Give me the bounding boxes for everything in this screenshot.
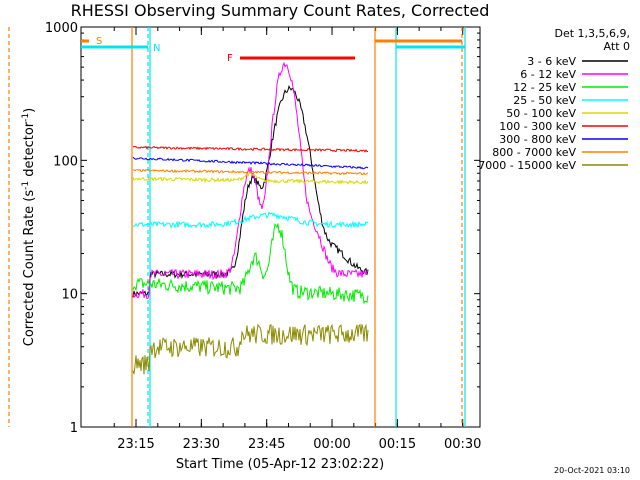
series-line	[132, 323, 369, 375]
legend-entry-label: 300 - 800 keV	[499, 133, 576, 146]
plot-area	[80, 26, 481, 428]
x-tick-label: 23:30	[183, 437, 220, 452]
legend-entry-label: 7000 - 15000 keV	[478, 159, 576, 172]
x-tick-label: 00:15	[379, 437, 416, 452]
y-axis-label: Corrected Count Rate (s-1 detector-1)	[21, 108, 37, 346]
series-line	[132, 156, 369, 170]
x-tick-label: 00:30	[444, 437, 481, 452]
x-axis: 23:15 23:30 23:45 00:00 00:15 00:30	[113, 27, 481, 452]
series-lines	[132, 61, 369, 375]
series-line	[132, 61, 369, 300]
series-line	[132, 84, 369, 298]
series-line	[132, 168, 369, 176]
y-tick-label: 1	[70, 421, 78, 436]
x-tick-label: 00:00	[313, 437, 350, 452]
legend-entry-label: 100 - 300 keV	[499, 120, 576, 133]
x-axis-label: Start Time (05-Apr-12 23:02:22)	[176, 457, 384, 472]
legend-entry-label: 12 - 25 keV	[513, 81, 576, 94]
y-tick-label: 100	[53, 154, 78, 169]
y-tick-label: 10	[61, 288, 78, 303]
legend-entry-label: 50 - 100 keV	[506, 107, 576, 120]
plot-frame	[80, 26, 481, 428]
legend-entry-label: 800 - 7000 keV	[492, 146, 576, 159]
timestamp: 20-Oct-2021 03:10	[554, 466, 630, 475]
series-line	[132, 223, 369, 305]
marker-lines: S N F	[8, 27, 466, 427]
series-line	[132, 145, 368, 153]
legend-header-line-1: Det 1,3,5,6,9,	[554, 27, 630, 40]
legend-entry-label: 3 - 6 keV	[527, 55, 576, 68]
legend-header-line-2: Att 0	[604, 40, 630, 53]
y-axis: 1 10 100 1000	[45, 21, 480, 436]
saa-marker-label: S	[96, 36, 102, 47]
x-tick-label: 23:45	[248, 437, 285, 452]
legend-entry-label: 6 - 12 keV	[520, 68, 576, 81]
series-line	[132, 172, 369, 185]
flare-marker-label: F	[227, 53, 233, 64]
night-marker-label: N	[153, 43, 160, 54]
x-tick-label: 23:15	[117, 437, 154, 452]
y-tick-label: 1000	[45, 21, 78, 36]
legend-entry-label: 25 - 50 keV	[513, 94, 576, 107]
chart-title: RHESSI Observing Summary Count Rates, Co…	[71, 1, 490, 20]
series-line	[132, 211, 369, 229]
